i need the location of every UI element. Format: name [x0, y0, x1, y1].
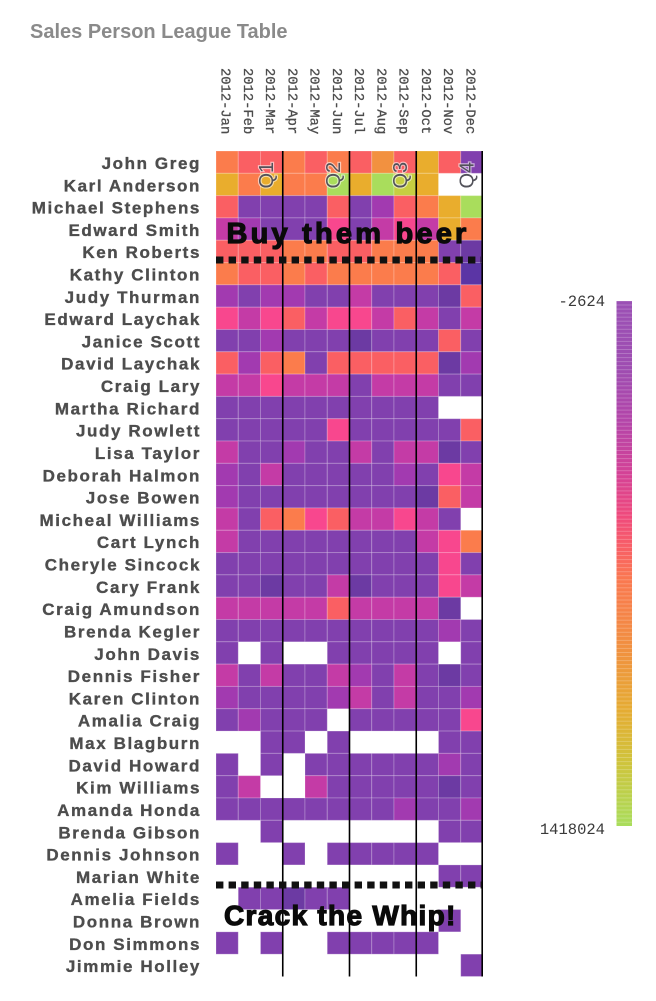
- svg-text:Janice Scott: Janice Scott: [82, 332, 201, 351]
- svg-text:Jimmie Holley: Jimmie Holley: [66, 957, 201, 976]
- svg-text:Judy Thurman: Judy Thurman: [65, 288, 201, 307]
- svg-text:Don Simmons: Don Simmons: [69, 935, 201, 954]
- svg-text:John Greg: John Greg: [102, 154, 201, 173]
- svg-text:2012-Nov: 2012-Nov: [439, 68, 454, 134]
- svg-text:David Howard: David Howard: [68, 756, 201, 775]
- svg-text:Lisa Taylor: Lisa Taylor: [95, 444, 201, 463]
- svg-text:2012-Apr: 2012-Apr: [283, 68, 298, 134]
- svg-text:Q3: Q3: [390, 162, 412, 189]
- svg-text:Craig Lary: Craig Lary: [101, 377, 201, 396]
- svg-text:Dennis Johnson: Dennis Johnson: [46, 846, 201, 865]
- svg-text:John Davis: John Davis: [94, 645, 201, 664]
- svg-text:Cheryle Sincock: Cheryle Sincock: [45, 556, 201, 575]
- svg-text:Karen Clinton: Karen Clinton: [69, 689, 201, 708]
- svg-text:2012-Dec: 2012-Dec: [461, 68, 476, 134]
- svg-text:Q1: Q1: [256, 162, 278, 189]
- svg-text:Marian White: Marian White: [76, 868, 201, 887]
- svg-text:Brenda Gibson: Brenda Gibson: [58, 823, 201, 842]
- svg-text:Q2: Q2: [323, 162, 345, 189]
- svg-text:Crack the Whip!: Crack the Whip!: [224, 900, 457, 931]
- svg-text:David Laychak: David Laychak: [61, 355, 201, 374]
- svg-text:2012-Jun: 2012-Jun: [328, 68, 343, 134]
- svg-text:Ken Roberts: Ken Roberts: [82, 243, 201, 262]
- svg-text:Q4: Q4: [457, 162, 479, 189]
- svg-text:2012-Aug: 2012-Aug: [372, 68, 387, 134]
- svg-text:Craig Amundson: Craig Amundson: [42, 600, 201, 619]
- svg-text:-2624: -2624: [558, 293, 605, 311]
- svg-text:Max Blagburn: Max Blagburn: [69, 734, 201, 753]
- svg-text:Martha Richard: Martha Richard: [55, 399, 201, 418]
- svg-text:Kathy Clinton: Kathy Clinton: [70, 266, 201, 285]
- svg-text:Donna Brown: Donna Brown: [73, 913, 201, 932]
- svg-text:2012-Jul: 2012-Jul: [350, 68, 366, 134]
- svg-text:2012-May: 2012-May: [306, 68, 321, 134]
- svg-text:2012-Feb: 2012-Feb: [239, 68, 255, 134]
- svg-text:Judy Rowlett: Judy Rowlett: [76, 422, 201, 441]
- svg-text:Micheal Williams: Micheal Williams: [40, 511, 202, 530]
- svg-text:Dennis Fisher: Dennis Fisher: [68, 667, 201, 686]
- svg-text:Brenda Kegler: Brenda Kegler: [64, 623, 201, 642]
- svg-text:Amalia Craig: Amalia Craig: [78, 712, 201, 731]
- svg-text:2012-Oct: 2012-Oct: [417, 68, 432, 134]
- svg-text:Cart Lynch: Cart Lynch: [97, 533, 201, 552]
- svg-text:Amelia Fields: Amelia Fields: [71, 890, 201, 909]
- svg-text:Buy them beer: Buy them beer: [227, 218, 470, 250]
- svg-text:Amanda Honda: Amanda Honda: [57, 801, 201, 820]
- svg-text:Edward Laychak: Edward Laychak: [44, 310, 201, 329]
- svg-text:2012-Mar: 2012-Mar: [261, 68, 276, 134]
- svg-text:2012-Sep: 2012-Sep: [395, 68, 410, 134]
- svg-text:Jose Bowen: Jose Bowen: [86, 489, 201, 508]
- svg-text:Cary Frank: Cary Frank: [96, 578, 201, 597]
- svg-text:Michael Stephens: Michael Stephens: [32, 199, 201, 218]
- svg-text:1418024: 1418024: [540, 821, 605, 839]
- svg-text:2012-Jan: 2012-Jan: [217, 68, 232, 134]
- svg-text:Edward Smith: Edward Smith: [68, 221, 201, 240]
- svg-text:Kim Williams: Kim Williams: [76, 779, 201, 798]
- svg-text:Karl Anderson: Karl Anderson: [64, 176, 201, 195]
- svg-text:Deborah Halmon: Deborah Halmon: [43, 466, 201, 485]
- svg-text:Sales Person League Table: Sales Person League Table: [30, 21, 288, 43]
